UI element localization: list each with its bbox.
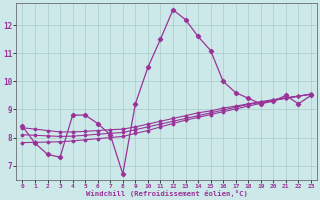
X-axis label: Windchill (Refroidissement éolien,°C): Windchill (Refroidissement éolien,°C) bbox=[86, 190, 248, 197]
